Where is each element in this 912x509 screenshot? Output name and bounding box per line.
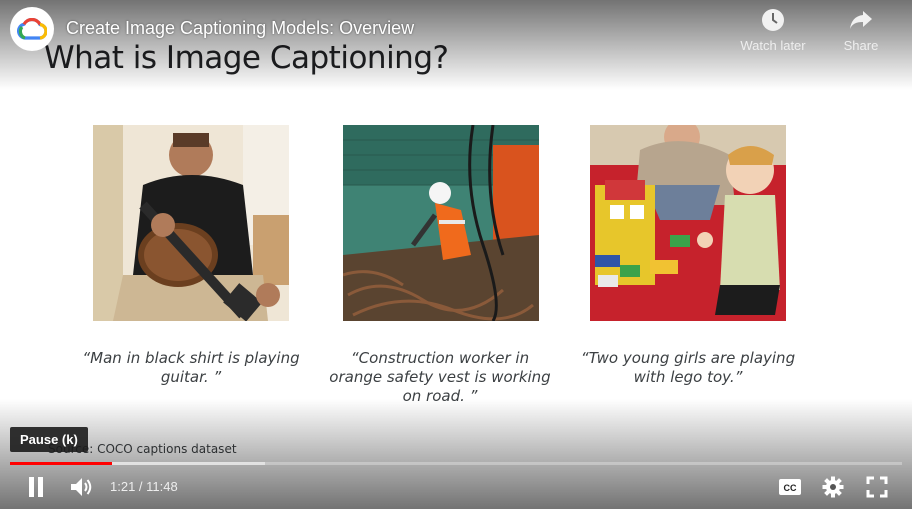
pause-tooltip: Pause (k): [10, 427, 88, 452]
cc-icon: CC: [779, 479, 801, 495]
channel-avatar[interactable]: [10, 7, 54, 51]
fullscreen-button[interactable]: [864, 474, 890, 500]
progress-bar[interactable]: [10, 462, 902, 465]
watch-later-label: Watch later: [740, 38, 806, 53]
pause-button[interactable]: [22, 474, 50, 500]
google-cloud-logo-icon: [17, 18, 47, 40]
time-total: 11:48: [146, 479, 178, 494]
time-current: 1:21: [110, 479, 136, 494]
time-separator: /: [135, 479, 147, 494]
video-title[interactable]: Create Image Captioning Models: Overview: [66, 18, 415, 38]
subtitles-button[interactable]: CC: [776, 474, 804, 500]
lego-photo: [590, 125, 786, 321]
clock-icon: [762, 9, 784, 31]
slide-title: What is Image Captioning?: [44, 40, 449, 76]
mute-button[interactable]: [67, 474, 97, 500]
fullscreen-icon: [866, 476, 888, 498]
svg-text:CC: CC: [784, 483, 797, 493]
settings-button[interactable]: [820, 474, 846, 500]
watch-later-button[interactable]: Watch later: [733, 8, 813, 53]
construction-photo: [343, 125, 539, 321]
share-label: Share: [843, 38, 879, 53]
progress-buffered: [10, 462, 266, 465]
caption-construction: “Construction worker in orange safety ve…: [329, 349, 551, 405]
caption-lego: “Two young girls are playing with lego t…: [580, 349, 796, 386]
time-display: 1:21 / 11:48: [110, 479, 178, 494]
progress-played: [10, 462, 112, 465]
share-button[interactable]: Share: [821, 8, 901, 53]
gear-icon: [822, 476, 844, 498]
pause-icon: [29, 477, 43, 497]
guitar-photo: [93, 125, 289, 321]
share-arrow-icon: [850, 11, 872, 29]
volume-icon: [71, 478, 92, 496]
caption-guitar: “Man in black shirt is playing guitar. ”: [82, 349, 300, 386]
